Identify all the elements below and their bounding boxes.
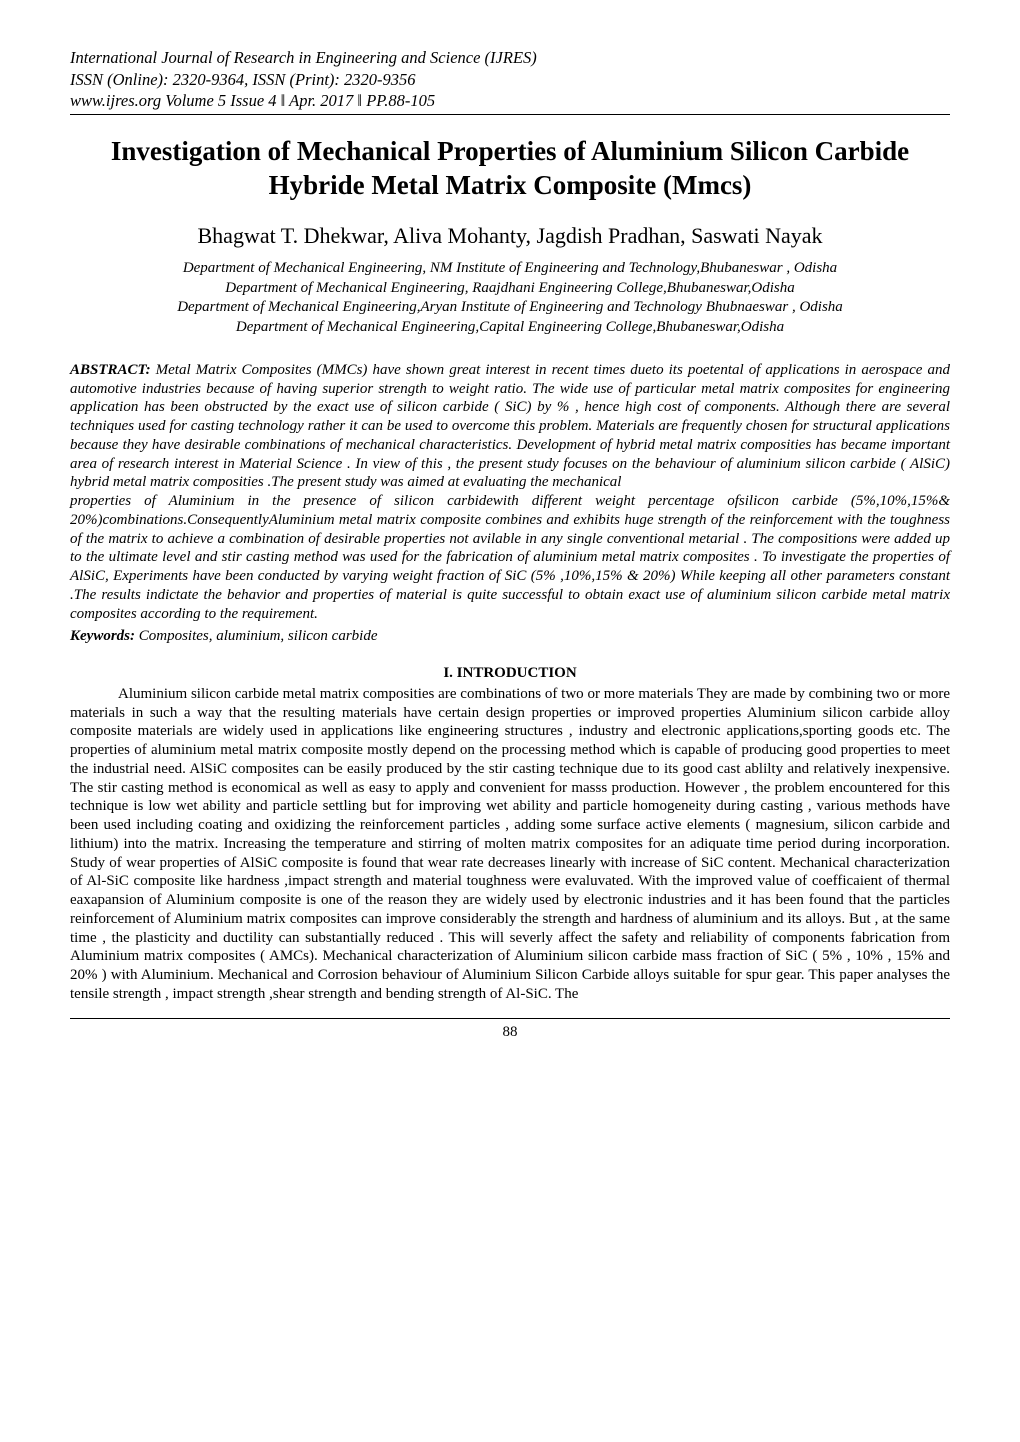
header-divider	[70, 114, 950, 115]
issn-line: ISSN (Online): 2320-9364, ISSN (Print): …	[70, 70, 950, 91]
footer-divider	[70, 1018, 950, 1019]
section-heading-introduction: I. INTRODUCTION	[70, 664, 950, 683]
page-number: 88	[70, 1023, 950, 1042]
author-list: Bhagwat T. Dhekwar, Aliva Mohanty, Jagdi…	[70, 222, 950, 251]
abstract-label: ABSTRACT:	[70, 362, 151, 378]
affiliation-block: Department of Mechanical Engineering, NM…	[70, 259, 950, 337]
volume-line: www.ijres.org Volume 5 Issue 4 ǁ Apr. 20…	[70, 91, 950, 112]
abstract-text-para2: properties of Aluminium in the presence …	[70, 492, 950, 623]
affiliation-line: Department of Mechanical Engineering, NM…	[70, 259, 950, 278]
paper-title: Investigation of Mechanical Properties o…	[70, 135, 950, 203]
affiliation-line: Department of Mechanical Engineering,Ary…	[70, 298, 950, 317]
abstract-block: ABSTRACT: Metal Matrix Composites (MMCs)…	[70, 361, 950, 646]
keywords-text: Composites, aluminium, silicon carbide	[135, 628, 378, 644]
abstract-text-para1: Metal Matrix Composites (MMCs) have show…	[70, 362, 950, 491]
journal-name: International Journal of Research in Eng…	[70, 48, 950, 69]
affiliation-line: Department of Mechanical Engineering,Cap…	[70, 318, 950, 337]
keywords-line: Keywords: Composites, aluminium, silicon…	[70, 627, 950, 646]
introduction-body: Aluminium silicon carbide metal matrix c…	[70, 685, 950, 1004]
affiliation-line: Department of Mechanical Engineering, Ra…	[70, 279, 950, 298]
keywords-label: Keywords:	[70, 628, 135, 644]
